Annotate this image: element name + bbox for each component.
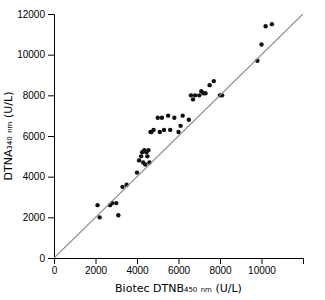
x-axis-tick: 2000 (85, 258, 108, 276)
tick-mark (48, 177, 54, 178)
point (114, 201, 118, 205)
point (160, 116, 164, 120)
point (151, 128, 155, 132)
y-axis-title: DTNA₃₄₀ ₙₘ (U/L) (2, 92, 15, 181)
point (146, 148, 150, 152)
tick-label: 2000 (85, 265, 108, 276)
y-axis-line (48, 15, 55, 259)
y-axis-tick: 8000 (23, 90, 54, 101)
points (95, 22, 274, 220)
x-axis-tick: 8000 (209, 258, 232, 276)
tick-label: 6000 (168, 265, 191, 276)
point (207, 83, 211, 87)
tick-mark (48, 217, 54, 218)
tick-mark (48, 95, 54, 96)
marks (54, 14, 303, 258)
tick-mark (137, 258, 138, 264)
point (189, 93, 193, 97)
reference-line (54, 14, 303, 258)
tick-mark (48, 258, 54, 259)
y-axis: 0 2000 4000 6000 8000 10000 12000 (17, 9, 54, 264)
tick-label: 2000 (23, 212, 46, 223)
x-axis-tick: 0 (52, 258, 58, 276)
point (212, 79, 216, 83)
point (172, 116, 176, 120)
tick-mark (262, 258, 263, 264)
x-axis-line (55, 259, 304, 265)
tick-mark (179, 258, 180, 264)
point (263, 24, 267, 28)
tick-mark (220, 258, 221, 264)
tick-mark (48, 136, 54, 137)
tick-mark (48, 14, 54, 15)
tick-label: 0 (39, 253, 45, 264)
y-axis-tick: 6000 (23, 131, 54, 142)
point (270, 22, 274, 26)
tick-label: 8000 (209, 265, 232, 276)
point (158, 130, 162, 134)
x-axis-tick: 10000 (248, 258, 276, 276)
tick-label: 12000 (17, 9, 45, 20)
point (203, 91, 207, 95)
point (197, 93, 201, 97)
point (97, 215, 101, 219)
tick-mark (96, 258, 97, 264)
point (168, 128, 172, 132)
y-axis-tick: 10000 (17, 49, 54, 60)
y-axis-tick: 2000 (23, 212, 54, 223)
point (116, 213, 120, 217)
point (95, 203, 99, 207)
point (162, 128, 166, 132)
point (120, 185, 124, 189)
point (193, 93, 197, 97)
point (156, 116, 160, 120)
point (166, 113, 170, 117)
plot: 0 2000 4000 6000 8000 10000 0 2000 4000 6000 8000 1… (2, 9, 304, 295)
chart: 0 2000 4000 6000 8000 10000 0 2000 4000 6000 8000 1… (0, 0, 325, 300)
point (137, 158, 141, 162)
tick-label: 4000 (23, 171, 46, 182)
x-axis-tick: 4000 (126, 258, 149, 276)
point (145, 154, 149, 158)
x-axis: 0 2000 4000 6000 8000 10000 (52, 258, 304, 276)
point (143, 162, 147, 166)
tick-label: 0 (52, 265, 58, 276)
point (178, 124, 182, 128)
tick-label: 8000 (23, 90, 46, 101)
point (180, 113, 184, 117)
tick-label: 10000 (17, 49, 45, 60)
tick-mark (48, 55, 54, 56)
point (139, 154, 143, 158)
point (259, 42, 263, 46)
point (176, 130, 180, 134)
y-axis-tick: 0 (39, 253, 54, 264)
x-axis-tick: 6000 (168, 258, 191, 276)
x-axis-title: Biotec DTNB₄₅₀ ₙₘ (U/L) (115, 282, 242, 295)
tick-label: 6000 (23, 131, 46, 142)
point (135, 170, 139, 174)
tick-label: 4000 (126, 265, 149, 276)
y-axis-tick: 12000 (17, 9, 54, 20)
point (191, 97, 195, 101)
point (187, 118, 191, 122)
y-axis-tick: 4000 (23, 171, 54, 182)
tick-label: 10000 (248, 265, 276, 276)
